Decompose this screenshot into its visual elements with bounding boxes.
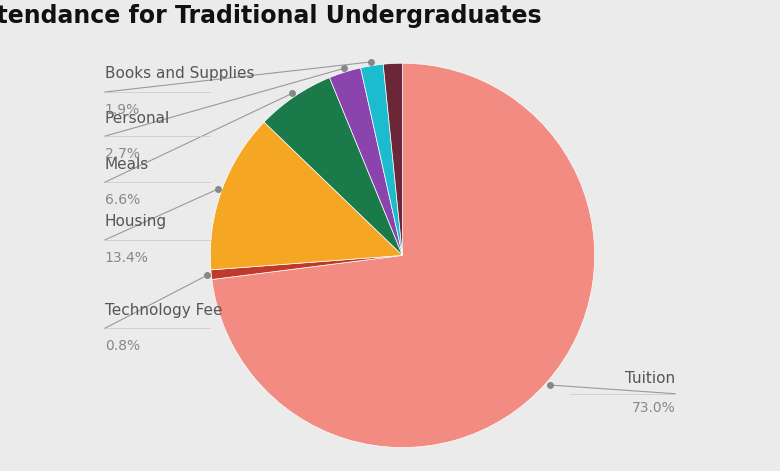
Text: Tuition: Tuition [626, 371, 675, 386]
Text: Books and Supplies: Books and Supplies [105, 66, 254, 81]
Text: 0.8%: 0.8% [105, 339, 140, 353]
Text: Meals: Meals [105, 157, 149, 172]
Wedge shape [383, 63, 402, 255]
Wedge shape [264, 78, 402, 255]
Text: 1.9%: 1.9% [105, 103, 140, 117]
Wedge shape [212, 63, 594, 447]
Text: 13.4%: 13.4% [105, 251, 148, 265]
Wedge shape [329, 68, 402, 255]
Text: 73.0%: 73.0% [632, 401, 675, 415]
Text: 6.6%: 6.6% [105, 193, 140, 207]
Wedge shape [211, 255, 402, 279]
Text: Personal: Personal [105, 111, 170, 126]
Text: Housing: Housing [105, 214, 167, 229]
Wedge shape [211, 122, 402, 270]
Text: Technology Fee: Technology Fee [105, 303, 222, 318]
Text: Cost of Attendance for Traditional Undergraduates: Cost of Attendance for Traditional Under… [0, 4, 542, 28]
Text: 2.7%: 2.7% [105, 147, 140, 161]
Wedge shape [360, 64, 402, 255]
